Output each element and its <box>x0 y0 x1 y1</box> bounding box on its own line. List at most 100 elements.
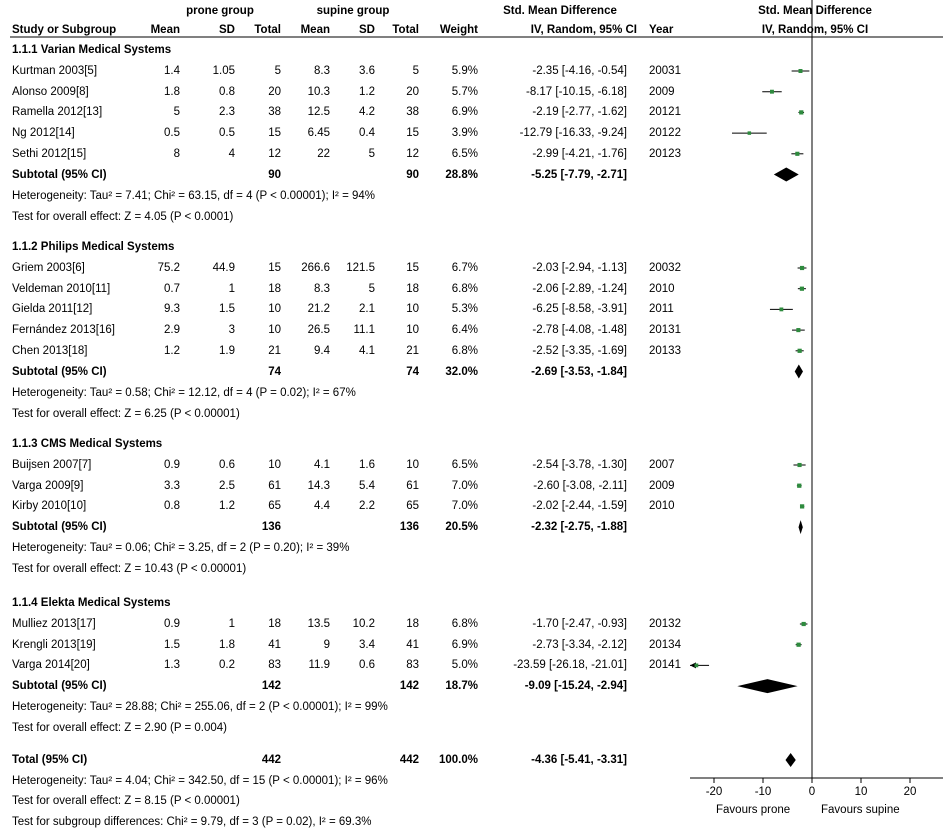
prone-mean: 0.9 <box>164 459 180 471</box>
study-ci: -2.19 [-2.77, -1.62] <box>532 106 627 119</box>
smd-plot-header: Std. Mean Difference <box>758 5 872 17</box>
prone-sd: 2.5 <box>219 479 235 492</box>
subtotal-label: Subtotal (95% CI) <box>12 168 107 181</box>
supine-total: 18 <box>406 618 419 630</box>
prone-sd: 1.2 <box>219 500 235 513</box>
subtotal-ci: -5.25 [-7.79, -2.71] <box>531 168 627 181</box>
prone-total: 10 <box>268 303 281 316</box>
prone-mean: 1.8 <box>164 85 180 98</box>
prone-mean: 0.8 <box>164 500 180 513</box>
subgroup-heterogeneity: Heterogeneity: Tau² = 0.58; Chi² = 12.12… <box>12 386 356 399</box>
prone-total: 12 <box>268 147 281 160</box>
study-ci: -2.35 [-4.16, -0.54] <box>532 65 627 77</box>
supine-mean: 21.2 <box>307 303 330 316</box>
subtotal-label: Subtotal (95% CI) <box>12 365 107 378</box>
prone-mean: 1.5 <box>164 638 180 651</box>
study-name: Kirby 2010[10] <box>12 500 87 513</box>
supine-total: 21 <box>406 344 419 357</box>
study-weight: 6.5% <box>451 459 478 471</box>
supine-total: 15 <box>406 127 419 140</box>
subtotal-ci: -9.09 [-15.24, -2.94] <box>524 680 627 693</box>
col-year-header: Year <box>649 24 674 36</box>
subtotal-diamond <box>794 364 803 379</box>
prone-mean: 0.5 <box>164 127 180 140</box>
supine-sd: 5.4 <box>359 479 375 492</box>
supine-total: 18 <box>406 282 419 295</box>
subgroup-heterogeneity: Heterogeneity: Tau² = 28.88; Chi² = 255.… <box>12 701 388 714</box>
prone-sd: 1.5 <box>219 303 235 316</box>
col-total2-header: Total <box>392 24 419 36</box>
prone-mean: 75.2 <box>157 262 180 274</box>
study-name: Chen 2013[18] <box>12 344 88 357</box>
study-weight: 7.0% <box>451 479 478 492</box>
subgroup-title: 1.1.3 CMS Medical Systems <box>12 438 163 450</box>
col-weight-header: Weight <box>439 24 478 36</box>
study-ci: -2.02 [-2.44, -1.59] <box>532 500 627 513</box>
subtotal-ci: -2.32 [-2.75, -1.88] <box>531 521 627 534</box>
study-year: 2010 <box>649 500 675 513</box>
study-name: Griem 2003[6] <box>12 262 85 274</box>
study-square <box>770 89 774 94</box>
subgroup-title: 1.1.1 Varian Medical Systems <box>12 44 172 56</box>
supine-total: 10 <box>406 324 419 337</box>
study-name: Krengli 2013[19] <box>12 638 96 651</box>
supine-total: 41 <box>406 638 419 651</box>
study-square <box>797 483 802 488</box>
x-tick-label: 0 <box>808 786 816 798</box>
study-weight: 6.4% <box>451 324 478 337</box>
study-weight: 5.0% <box>451 659 478 672</box>
subgroup-differences: Test for subgroup differences: Chi² = 9.… <box>12 816 372 828</box>
study-square <box>799 110 804 115</box>
subtotal-n2: 142 <box>399 680 419 693</box>
supine-sd: 1.2 <box>359 85 375 98</box>
prone-total: 20 <box>268 85 281 98</box>
supine-total: 20 <box>406 85 419 98</box>
prone-total: 18 <box>268 618 281 630</box>
subtotal-n2: 74 <box>406 365 419 378</box>
prone-total: 83 <box>268 659 281 672</box>
prone-sd: 1.9 <box>219 344 235 357</box>
supine-total: 65 <box>406 500 419 513</box>
supine-mean: 8.3 <box>314 282 330 295</box>
total-ci: -4.36 [-5.41, -3.31] <box>531 754 627 766</box>
study-ci: -8.17 [-10.15, -6.18] <box>525 85 627 98</box>
col-ci-plot-header: IV, Random, 95% CI <box>761 24 869 36</box>
smd-header: Std. Mean Difference <box>503 5 617 17</box>
supine-sd: 10.2 <box>352 618 375 630</box>
total-n1: 442 <box>261 754 281 766</box>
x-tick-label: 10 <box>854 786 868 798</box>
study-year: 2010 <box>649 282 675 295</box>
supine-mean: 11.9 <box>308 659 330 672</box>
subtotal-n2: 136 <box>399 521 419 534</box>
total-diamond <box>785 753 796 767</box>
study-ci: -2.78 [-4.08, -1.48] <box>532 324 627 337</box>
supine-mean: 8.3 <box>314 65 330 77</box>
study-name: Gielda 2011[12] <box>12 303 93 316</box>
study-year: 2009 <box>649 479 675 492</box>
supine-mean: 9 <box>323 638 330 651</box>
col-sd2-header: SD <box>359 24 375 36</box>
study-square <box>796 328 801 333</box>
study-square <box>799 265 805 271</box>
subgroup-heterogeneity: Heterogeneity: Tau² = 0.06; Chi² = 3.25,… <box>12 542 350 555</box>
subtotal-n1: 74 <box>268 365 281 378</box>
col-study-header: Study or Subgroup <box>12 24 117 36</box>
col-sd1-header: SD <box>219 24 235 36</box>
study-weight: 6.9% <box>451 638 478 651</box>
supine-total: 61 <box>406 479 419 492</box>
prone-total: 18 <box>268 282 281 295</box>
prone-mean: 0.9 <box>164 618 180 630</box>
study-name: Ramella 2012[13] <box>12 106 103 119</box>
total-heterogeneity: Heterogeneity: Tau² = 4.04; Chi² = 342.5… <box>12 775 388 787</box>
study-ci: -2.06 [-2.89, -1.24] <box>532 282 627 295</box>
prone-sd: 4 <box>228 147 235 160</box>
study-year: 20133 <box>649 344 681 357</box>
study-weight: 6.8% <box>451 282 478 295</box>
study-ci: -23.59 [-26.18, -21.01] <box>513 659 627 672</box>
prone-total: 5 <box>274 65 281 77</box>
supine-mean: 4.4 <box>314 500 330 513</box>
supine-total: 10 <box>406 459 419 471</box>
prone-total: 10 <box>268 324 281 337</box>
study-name: Mulliez 2013[17] <box>12 618 96 630</box>
